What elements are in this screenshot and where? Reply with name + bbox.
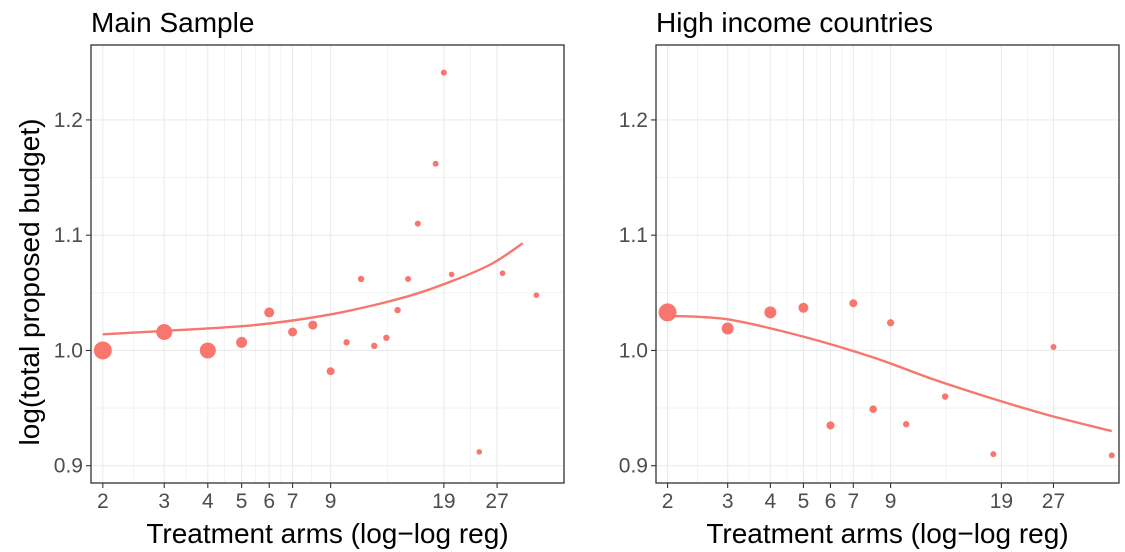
data-point: [849, 299, 858, 308]
x-tick-label: 3: [158, 490, 170, 513]
x-tick-label: 4: [202, 490, 214, 513]
data-point: [357, 275, 365, 283]
x-tick-label: 7: [847, 490, 859, 513]
data-points-high-income: [658, 299, 1115, 459]
data-point: [236, 336, 248, 348]
data-point: [941, 393, 949, 400]
panel-title-high-income: High income countries: [656, 7, 933, 38]
data-point: [869, 405, 877, 414]
data-point: [1050, 343, 1057, 350]
data-point: [264, 307, 275, 318]
data-point: [990, 451, 997, 458]
y-tick-label: 1.2: [619, 109, 648, 132]
data-point: [432, 160, 439, 167]
data-point: [405, 275, 412, 282]
data-point: [343, 339, 350, 346]
data-point: [886, 319, 895, 327]
x-tick-label: 2: [662, 490, 674, 513]
data-point: [658, 303, 677, 322]
data-point: [1108, 452, 1115, 459]
plot-area-high-income: [656, 45, 1119, 483]
y-tick-label: 1.2: [54, 109, 83, 132]
y-axis-title: log(total proposed budget): [14, 119, 45, 446]
data-point: [308, 320, 318, 330]
x-tick-label: 5: [798, 490, 810, 513]
data-point: [199, 342, 216, 359]
axis-ticks-main-sample: 0.9 1.0 1.1 1.2 2 3 4 5 6 7 9 19 27: [54, 109, 509, 513]
data-point: [383, 334, 390, 341]
data-point: [533, 292, 540, 298]
x-tick-label: 3: [722, 490, 734, 513]
x-tick-label: 27: [485, 490, 508, 513]
data-point: [371, 342, 378, 350]
x-tick-label: 7: [287, 490, 299, 513]
trend-curve: [667, 314, 1113, 433]
data-point: [156, 324, 173, 341]
trend-line-high-income: [667, 314, 1113, 433]
x-tick-label: 5: [236, 490, 248, 513]
x-tick-label: 19: [990, 490, 1013, 513]
data-points-main-sample: [93, 69, 540, 455]
x-tick-label: 4: [764, 490, 776, 513]
trend-curve: [102, 242, 524, 336]
x-axis-title-main-sample: Treatment arms (log−log reg): [146, 518, 508, 549]
x-tick-label: 6: [825, 490, 837, 513]
x-tick-label: 2: [97, 490, 109, 513]
data-point: [798, 302, 809, 313]
data-point: [826, 421, 835, 430]
x-axis-title-high-income: Treatment arms (log−log reg): [706, 518, 1068, 549]
gridlines-high-income: [656, 45, 1119, 483]
plot-area-main-sample: [91, 45, 564, 483]
data-point: [499, 270, 506, 277]
panel-high-income: High income countries 0.9 1.0 1.1 1.2 2 3 4 5 6 7…: [619, 7, 1120, 549]
data-point: [764, 306, 777, 319]
y-tick-label: 0.9: [619, 455, 648, 478]
data-point: [288, 327, 298, 337]
y-tick-label: 1.1: [619, 224, 648, 247]
axis-ticks-high-income: 0.9 1.0 1.1 1.2 2 3 4 5 6 7 9 19 27: [619, 109, 1065, 513]
panel-title-main-sample: Main Sample: [91, 7, 254, 38]
y-tick-label: 0.9: [54, 455, 83, 478]
panel-main-sample: Main Sample 0.9 1.0 1.1 1.2 2 3 4 5 6 7 9 19 27 Trea…: [54, 7, 565, 549]
data-point: [414, 220, 421, 227]
plot-frame-high-income: [655, 44, 1120, 484]
gridlines-main-sample: [91, 45, 564, 483]
x-tick-label: 9: [885, 490, 897, 513]
data-point: [394, 306, 401, 314]
x-tick-label: 9: [325, 490, 337, 513]
data-point: [326, 367, 335, 376]
data-point: [448, 271, 455, 278]
data-point: [903, 421, 910, 428]
x-tick-label: 6: [263, 490, 275, 513]
data-point: [93, 341, 112, 360]
data-point: [721, 322, 734, 335]
y-tick-label: 1.1: [54, 224, 83, 247]
y-tick-label: 1.0: [619, 339, 648, 362]
y-tick-label: 1.0: [54, 339, 83, 362]
plot-frame-main-sample: [90, 44, 565, 484]
data-point: [476, 449, 483, 455]
data-point: [440, 69, 447, 76]
x-tick-label: 27: [1042, 490, 1065, 513]
trend-line-main-sample: [102, 242, 524, 336]
x-tick-label: 19: [432, 490, 455, 513]
